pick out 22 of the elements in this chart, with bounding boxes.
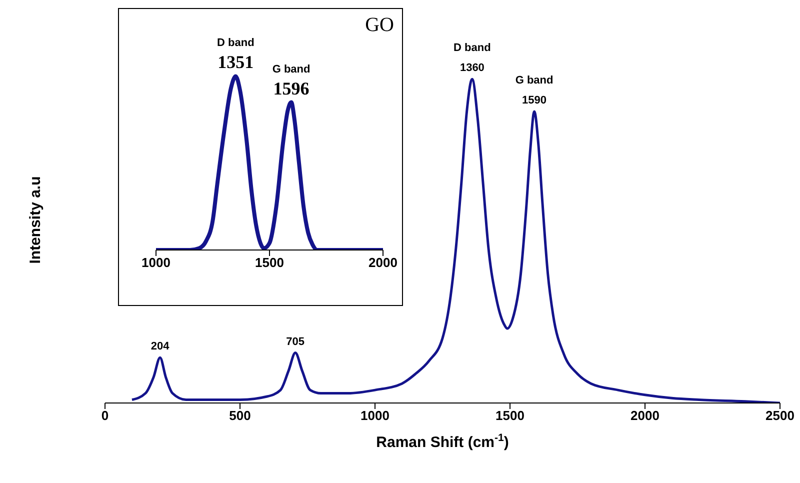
x-tick-label: 0	[101, 408, 109, 424]
annotation: 705	[286, 336, 305, 348]
annotation: 204	[150, 340, 170, 353]
x-tick-label: 2000	[368, 255, 398, 270]
x-tick-label: 1500	[496, 408, 524, 424]
x-tick-label: 2500	[766, 408, 794, 424]
annotation: 1360	[460, 62, 484, 74]
annotation: 1590	[522, 94, 547, 106]
x-axis-title: Raman Shift (cm$^{-1}$)	[376, 432, 509, 451]
y-axis-title: Intensity a.u	[27, 176, 44, 264]
annotation: 1596	[273, 78, 310, 98]
annotation: G band	[515, 74, 554, 86]
annotation: 1351	[218, 52, 254, 72]
x-tick-label: 1500	[255, 255, 284, 270]
x-tick-label: 2000	[630, 408, 660, 424]
x-tick-label: 1000	[360, 408, 390, 424]
x-tick-label: 500	[229, 408, 251, 424]
annotation: D band	[454, 42, 491, 54]
annotation: D band	[217, 37, 254, 50]
annotation: G band	[272, 63, 310, 76]
x-tick-label: 1000	[142, 255, 170, 270]
text: GO	[365, 14, 394, 36]
